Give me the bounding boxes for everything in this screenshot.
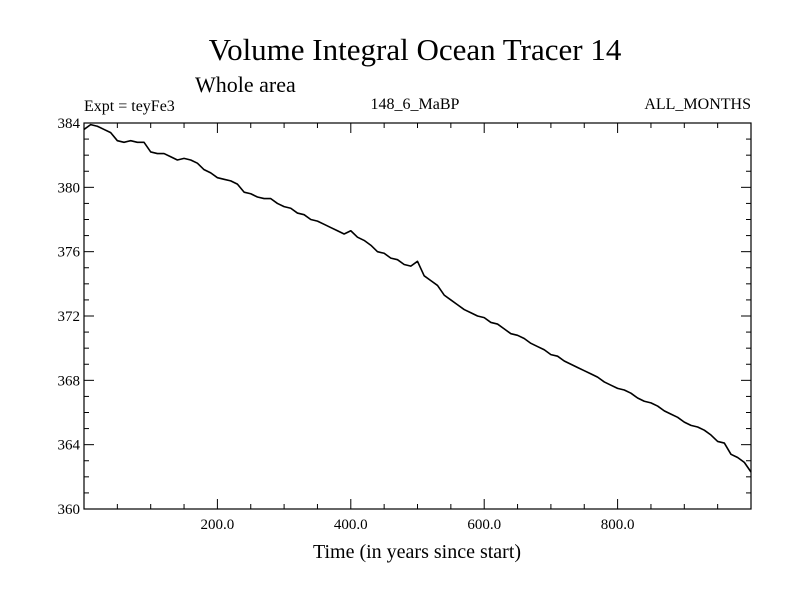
experiment-label: Expt = teyFe3 (84, 98, 175, 115)
run-label: 148_6_MaBP (371, 96, 460, 113)
y-tick-label: 372 (58, 309, 81, 325)
series-line (83, 123, 752, 473)
y-tick-label: 380 (58, 180, 81, 196)
x-tick-label: 400.0 (334, 517, 368, 533)
y-tick-label: 360 (58, 502, 81, 518)
chart-title: Volume Integral Ocean Tracer 14 (209, 32, 622, 67)
x-axis-label: Time (in years since start) (313, 541, 521, 563)
x-tick-label: 200.0 (201, 517, 235, 533)
x-axis-tick-labels: 200.0 400.0 600.0 800.0 (201, 517, 635, 533)
x-tick-label: 600.0 (467, 517, 501, 533)
y-axis-tick-labels: 360 364 368 372 376 380 384 (58, 116, 81, 518)
y-tick-label: 376 (58, 245, 81, 261)
y-tick-label: 364 (58, 438, 81, 454)
y-axis-ticks (84, 138, 751, 494)
months-label: ALL_MONTHS (644, 96, 751, 113)
x-tick-label: 800.0 (601, 517, 635, 533)
plot-frame (83, 122, 752, 510)
y-tick-label: 384 (58, 116, 81, 132)
x-axis-ticks (116, 123, 719, 509)
chart-subtitle: Whole area (195, 72, 296, 97)
y-tick-label: 368 (58, 373, 81, 389)
